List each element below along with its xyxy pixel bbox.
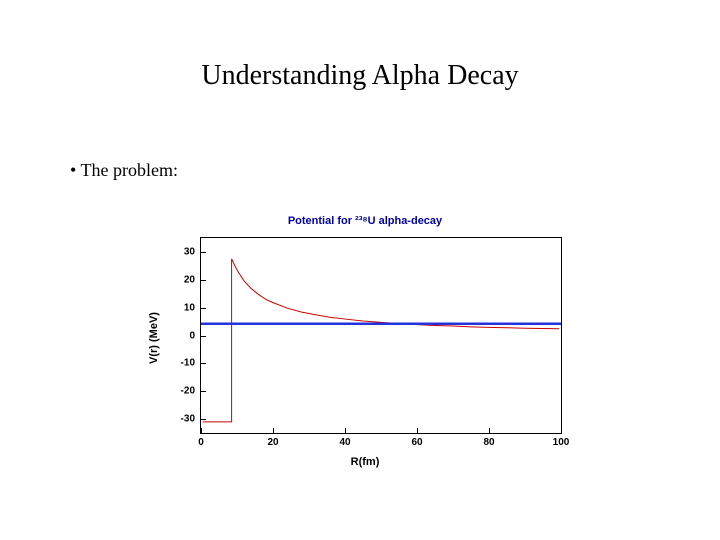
y-tick-label: 10 [184,302,201,313]
slide: Understanding Alpha Decay • The problem:… [0,0,720,540]
x-tick-mark [561,428,562,433]
chart-svg [201,238,561,433]
x-tick-mark [345,428,346,433]
y-tick-mark [201,419,206,420]
y-tick-label: 0 [189,330,201,341]
y-tick-mark [201,391,206,392]
chart-container: Potential for ²³⁸U alpha-decay V(r) (MeV… [160,215,570,460]
y-tick-mark [201,308,206,309]
x-tick-mark [489,428,490,433]
x-tick-mark [417,428,418,433]
series-coulomb-potential [203,259,559,422]
x-tick-label: 60 [411,433,422,448]
x-tick-label: 40 [339,433,350,448]
x-axis-label: R(fm) [351,456,380,468]
y-tick-mark [201,280,206,281]
x-tick-mark [201,428,202,433]
y-tick-mark [201,363,206,364]
page-title: Understanding Alpha Decay [0,60,720,92]
y-axis-label: V(r) (MeV) [148,312,160,364]
x-tick-label: 20 [267,433,278,448]
y-tick-label: -20 [181,386,201,397]
y-tick-label: -10 [181,358,201,369]
plot-area: -30-20-100102030020406080100 [200,237,562,434]
x-tick-label: 100 [553,433,570,448]
bullet-problem: • The problem: [70,160,178,181]
chart-title: Potential for ²³⁸U alpha-decay [160,215,570,227]
y-tick-label: 20 [184,274,201,285]
y-tick-mark [201,336,206,337]
y-tick-mark [201,252,206,253]
y-tick-label: 30 [184,246,201,257]
y-tick-label: -30 [181,414,201,425]
x-tick-label: 80 [483,433,494,448]
x-tick-label: 0 [198,433,204,448]
x-tick-mark [273,428,274,433]
